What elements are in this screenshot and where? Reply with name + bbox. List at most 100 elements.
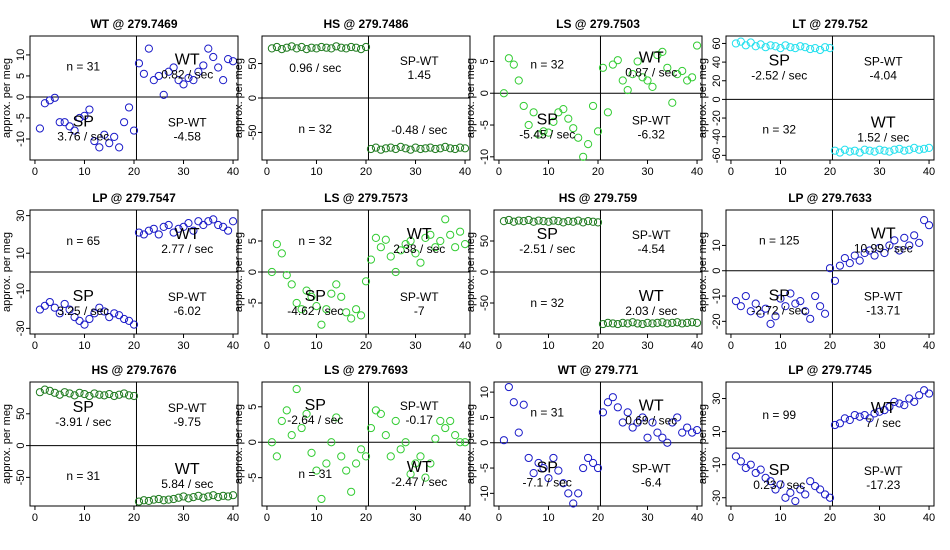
wt-point <box>648 418 657 427</box>
sp-wt-value: -9.75 <box>174 415 202 429</box>
sp-point <box>322 305 331 314</box>
wt-point <box>865 146 874 155</box>
sp-point <box>796 42 805 51</box>
sp-point <box>282 43 291 52</box>
sp-point <box>806 477 815 486</box>
sp-point <box>337 452 346 461</box>
y-tick-label: 5 <box>247 238 259 244</box>
wt-point <box>164 67 173 76</box>
wt-point <box>633 418 642 427</box>
y-tick-label: 5 <box>479 414 491 420</box>
wt-point <box>391 267 400 277</box>
sp-point <box>529 469 538 478</box>
panel-title: LP @ 279.7633 <box>788 191 872 205</box>
wt-point <box>835 261 845 270</box>
x-tick-label: 30 <box>409 340 421 352</box>
n-label: n = 99 <box>762 408 796 422</box>
y-axis-label: approx. per meg <box>233 58 245 138</box>
sp-point <box>119 314 129 324</box>
wt-rate: 2.77 / sec <box>161 242 213 256</box>
x-tick-label: 40 <box>923 340 935 352</box>
wt-label: WT <box>175 461 200 478</box>
wt-point <box>134 228 144 237</box>
sp-point <box>282 271 291 280</box>
wt-point <box>870 409 879 418</box>
x-tick-label: 40 <box>459 340 471 352</box>
n-label: n = 125 <box>759 233 800 247</box>
wt-point <box>663 63 672 72</box>
x-tick-label: 0 <box>728 166 734 178</box>
wt-label: WT <box>871 225 896 242</box>
wt-point <box>144 226 153 235</box>
wt-point <box>214 63 223 72</box>
sp-point <box>332 280 341 289</box>
wt-point <box>214 492 223 502</box>
sp-point <box>292 44 301 53</box>
wt-point <box>623 85 632 95</box>
wt-point <box>386 452 395 461</box>
x-tick-label: 10 <box>774 340 786 352</box>
x-tick-label: 0 <box>728 340 734 352</box>
x-tick-label: 30 <box>177 340 189 352</box>
sp-point <box>307 43 316 52</box>
sp-point <box>307 448 316 457</box>
y-tick-label: 50 <box>479 235 491 247</box>
x-tick-label: 30 <box>873 512 885 524</box>
wt-point <box>840 253 849 263</box>
wt-point <box>890 397 899 406</box>
sp-point <box>105 139 114 148</box>
sp-point <box>766 477 775 486</box>
wt-point <box>228 57 238 66</box>
wt-point <box>228 217 238 226</box>
wt-point <box>401 438 410 447</box>
sp-point <box>509 398 518 407</box>
sp-point <box>65 389 74 398</box>
sp-point <box>761 304 770 313</box>
x-tick-label: 10 <box>310 166 322 178</box>
sp-point <box>583 453 593 463</box>
wt-point <box>179 492 188 501</box>
sp-label: SP <box>305 288 326 305</box>
n-label: n = 31 <box>66 469 100 483</box>
wt-point <box>184 494 193 503</box>
sp-point <box>347 42 356 52</box>
sp-point <box>766 41 775 50</box>
sp-point <box>267 44 277 53</box>
y-axis-label: approx. per meg <box>465 58 477 138</box>
sp-point <box>337 292 346 301</box>
sp-point <box>524 453 533 463</box>
wt-point <box>460 144 470 153</box>
sp-point <box>781 302 790 311</box>
sp-point <box>499 89 509 98</box>
x-tick-label: 30 <box>873 340 885 352</box>
sp-point <box>559 105 568 114</box>
sp-point <box>361 277 371 286</box>
wt-point <box>608 319 617 328</box>
wt-point <box>154 71 163 81</box>
wt-point <box>618 418 627 427</box>
wt-label: WT <box>407 226 432 243</box>
wt-point <box>880 146 889 155</box>
y-tick-label: 10 <box>15 49 27 61</box>
sp-rate: 3.25 / sec <box>57 304 109 318</box>
sp-wt-value: -17.23 <box>866 478 900 492</box>
panel-4: LT @ 279.752 0 10 20 30 40 -60 -40 -20 0 20 40 60app… <box>697 17 935 178</box>
x-tick-label: 10 <box>310 512 322 524</box>
wt-point <box>209 491 218 500</box>
wt-point <box>134 59 144 68</box>
wt-point <box>411 143 420 152</box>
wt-rate: 2.03 / sec <box>625 304 677 318</box>
panel-title: LP @ 279.7547 <box>92 191 176 205</box>
sp-point <box>559 479 568 488</box>
sp-point <box>95 390 104 399</box>
sp-point <box>312 302 321 311</box>
wt-point <box>613 56 622 65</box>
wt-point <box>683 423 692 432</box>
y-tick-label: 60 <box>711 37 723 49</box>
wt-point <box>900 146 909 155</box>
sp-point <box>124 103 134 112</box>
wt-point <box>905 394 914 403</box>
sp-point <box>776 480 785 489</box>
y-tick-label: -60 <box>711 147 723 163</box>
